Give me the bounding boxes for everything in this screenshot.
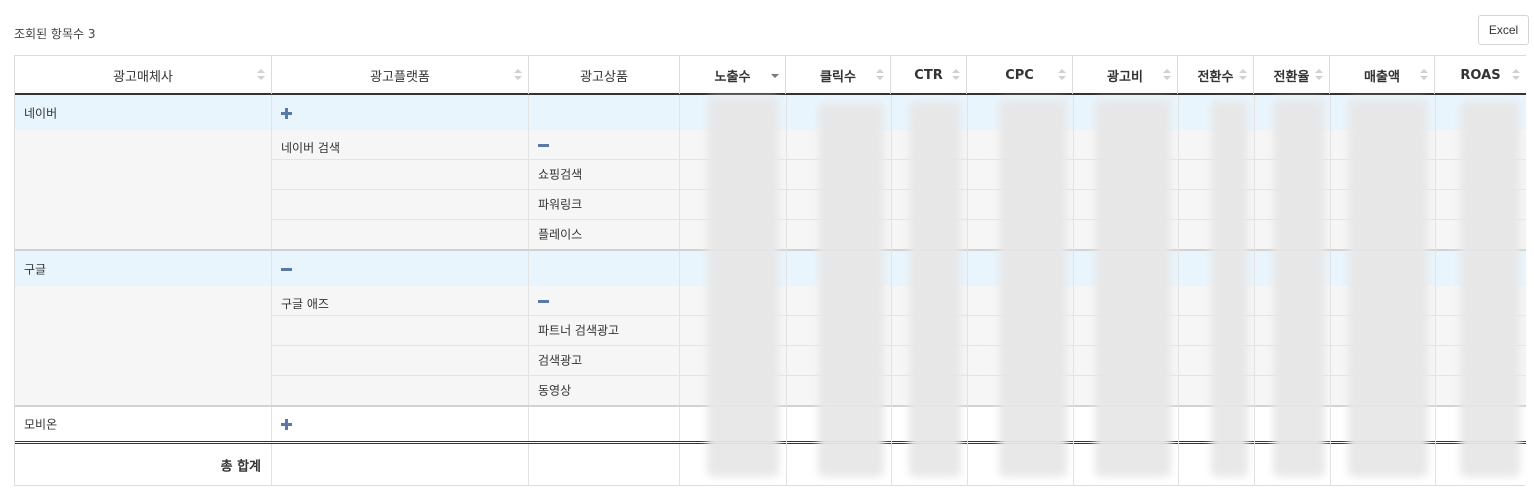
redacted-conversion-rate (1273, 99, 1325, 477)
report-table: 광고매체사 광고플랫폼 광고상품 노출수 클릭수 CTR CPC 광고비 (14, 55, 1526, 486)
sort-icon[interactable] (257, 69, 265, 81)
redacted-impressions (707, 97, 779, 477)
platform-toggle-cell (272, 95, 529, 130)
sort-icon[interactable] (876, 69, 884, 81)
sort-icon[interactable] (1512, 69, 1520, 81)
sort-icon[interactable] (1058, 69, 1066, 81)
row-divider (272, 345, 1526, 346)
minus-icon[interactable] (538, 144, 549, 147)
redacted-conversions (1211, 101, 1248, 477)
product-cell (529, 251, 680, 286)
media-cell: 구글 (15, 251, 272, 286)
row-divider (272, 315, 1526, 316)
column-header-platform[interactable]: 광고플랫폼 (272, 56, 529, 94)
plus-icon[interactable] (281, 107, 292, 119)
sort-icon[interactable] (1239, 69, 1247, 81)
row-divider (272, 159, 1526, 160)
sort-icon[interactable] (952, 69, 960, 81)
platform-toggle-cell (272, 407, 529, 441)
row-divider (272, 219, 1526, 220)
column-divider (1330, 95, 1331, 486)
media-cell: 모비온 (15, 407, 272, 441)
column-header-roas[interactable]: ROAS (1435, 56, 1526, 94)
column-header-cpc[interactable]: CPC (967, 56, 1073, 94)
row-divider (272, 189, 1526, 190)
table-header: 광고매체사 광고플랫폼 광고상품 노출수 클릭수 CTR CPC 광고비 (15, 55, 1526, 95)
sort-icon[interactable] (1420, 69, 1428, 81)
minus-icon[interactable] (281, 267, 292, 271)
minus-icon[interactable] (538, 300, 549, 303)
column-header-clicks[interactable]: 클릭수 (786, 56, 891, 94)
product-name: 파트너 검색광고 (538, 323, 620, 338)
column-divider (1073, 95, 1074, 486)
product-name: 동영상 (538, 383, 572, 398)
media-cell: 네이버 (15, 95, 272, 130)
column-header-media[interactable]: 광고매체사 (15, 56, 272, 94)
redacted-ad-cost (1095, 99, 1171, 477)
redacted-roas (1460, 101, 1520, 477)
sort-icon[interactable] (514, 69, 522, 81)
total-spacer-cell (272, 444, 529, 485)
total-spacer-cell (529, 444, 680, 485)
row-divider (272, 375, 1526, 376)
platform-toggle-cell (272, 251, 529, 286)
column-divider (967, 95, 968, 486)
product-name: 검색광고 (538, 353, 583, 368)
sort-desc-icon[interactable] (771, 69, 779, 81)
sort-icon[interactable] (1315, 69, 1323, 81)
column-header-conversions[interactable]: 전환수 (1178, 56, 1254, 94)
redacted-ctr (909, 101, 961, 477)
media-spacer-cell (15, 286, 272, 405)
product-name: 플레이스 (538, 227, 583, 242)
column-divider (786, 95, 787, 486)
column-header-ad-cost[interactable]: 광고비 (1073, 56, 1178, 94)
redacted-clicks (818, 103, 884, 477)
product-name: 쇼핑검색 (538, 167, 583, 182)
column-header-conversion-rate[interactable]: 전환율 (1254, 56, 1330, 94)
column-divider (1435, 95, 1436, 486)
redacted-cpc (999, 99, 1067, 477)
column-divider (891, 95, 892, 486)
plus-icon[interactable] (281, 419, 292, 430)
result-count-label: 조회된 항목수 3 (14, 27, 96, 41)
total-label-cell: 총 합계 (15, 444, 272, 485)
sort-icon[interactable] (1163, 69, 1171, 81)
column-divider (1178, 95, 1179, 486)
column-header-revenue[interactable]: 매출액 (1330, 56, 1435, 94)
redacted-revenue (1348, 99, 1428, 477)
toolbar: 조회된 항목수 3 Excel (0, 0, 1534, 50)
product-cell (529, 95, 680, 130)
column-header-ctr[interactable]: CTR (891, 56, 967, 94)
media-spacer-cell (15, 130, 272, 249)
column-header-product[interactable]: 광고상품 (529, 56, 680, 94)
column-divider (1254, 95, 1255, 486)
product-cell (529, 407, 680, 441)
column-header-impressions[interactable]: 노출수 (680, 56, 786, 94)
product-name: 파워링크 (538, 197, 583, 212)
excel-export-button[interactable]: Excel (1478, 15, 1529, 45)
